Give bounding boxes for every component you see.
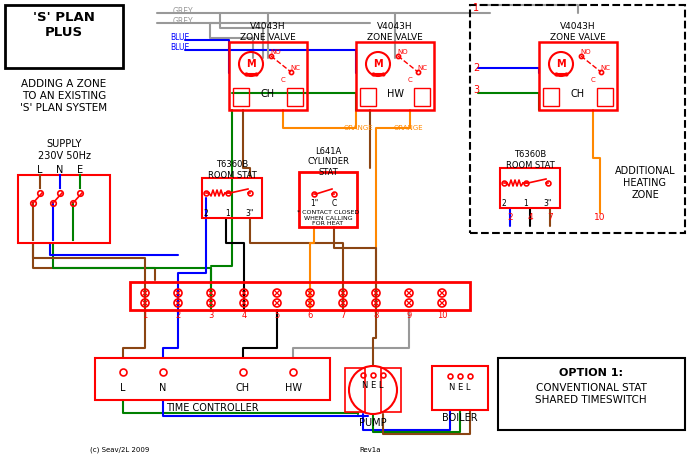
Text: (c) Seav/2L 2009: (c) Seav/2L 2009 [90,447,149,453]
Text: 5: 5 [275,312,279,321]
Bar [597,88,613,106]
Text: Rev1a: Rev1a [359,447,381,453]
Text: C: C [591,77,595,83]
Bar [287,88,303,106]
Text: C: C [281,77,286,83]
Bar [345,368,365,412]
Text: 2: 2 [502,199,506,209]
Text: CH: CH [236,383,250,393]
Text: NO: NO [270,49,282,55]
Text: L: L [120,383,126,393]
Bar [360,88,376,106]
Bar [470,5,685,233]
Text: 2: 2 [473,63,479,73]
Text: CH: CH [261,89,275,99]
Text: 1: 1 [226,210,230,219]
Text: N E L: N E L [449,383,471,393]
Text: 9: 9 [406,312,412,321]
Bar [95,358,330,400]
Text: GREY: GREY [172,7,193,16]
Bar [381,368,401,412]
Bar [130,282,470,310]
Bar [202,178,262,218]
Bar [539,42,617,110]
Text: V4043H
ZONE VALVE: V4043H ZONE VALVE [550,22,606,42]
Text: 4: 4 [527,213,533,222]
Text: 3": 3" [544,199,552,209]
Text: GREY: GREY [172,17,193,27]
Text: 6: 6 [307,312,313,321]
Text: M: M [246,59,256,69]
Bar [543,88,559,106]
Text: T6360B
ROOM STAT: T6360B ROOM STAT [506,150,554,170]
Text: 7: 7 [547,213,553,222]
Text: 3": 3" [246,210,254,219]
Text: 1: 1 [142,312,148,321]
Text: 1: 1 [473,3,479,13]
Text: 7: 7 [340,312,346,321]
Text: 2: 2 [175,312,181,321]
Text: HW: HW [284,383,302,393]
Text: 1: 1 [524,199,529,209]
Text: ORANGE: ORANGE [393,125,423,131]
Text: E: E [77,165,83,175]
Text: NO: NO [397,49,408,55]
Text: C: C [408,77,413,83]
Text: 10: 10 [594,213,606,222]
Text: TIME CONTROLLER: TIME CONTROLLER [166,403,258,413]
Text: CH: CH [571,89,585,99]
Bar [18,175,110,243]
Text: N: N [159,383,167,393]
Bar [432,366,488,410]
Text: OPTION 1:: OPTION 1: [559,368,623,378]
Text: NC: NC [600,65,610,71]
Text: M: M [373,59,383,69]
Text: ADDITIONAL
HEATING
ZONE: ADDITIONAL HEATING ZONE [615,167,676,199]
Text: HW: HW [386,89,404,99]
Bar [498,358,685,430]
Text: 10: 10 [437,312,447,321]
Text: PUMP: PUMP [359,418,387,428]
Text: M: M [556,59,566,69]
Text: 2: 2 [507,213,513,222]
Text: 2: 2 [204,210,208,219]
Bar [356,42,434,110]
Text: L: L [37,165,43,175]
Text: 'S' PLAN
PLUS: 'S' PLAN PLUS [33,11,95,39]
Text: CONVENTIONAL STAT
SHARED TIMESWITCH: CONVENTIONAL STAT SHARED TIMESWITCH [535,383,647,405]
Text: N E L: N E L [362,380,384,389]
Text: ADDING A ZONE
TO AN EXISTING
'S' PLAN SYSTEM: ADDING A ZONE TO AN EXISTING 'S' PLAN SY… [21,80,108,113]
Text: C: C [331,199,337,209]
Bar [5,5,123,68]
Text: NC: NC [417,65,427,71]
Text: 3: 3 [208,312,214,321]
Text: 4: 4 [241,312,246,321]
Text: SUPPLY
230V 50Hz: SUPPLY 230V 50Hz [37,139,90,161]
Bar [500,168,560,208]
Bar [233,88,249,106]
Text: BLUE: BLUE [170,44,190,52]
Text: 3: 3 [473,85,479,95]
Text: ORANGE: ORANGE [343,125,373,131]
Text: L641A
CYLINDER
STAT: L641A CYLINDER STAT [307,147,349,177]
Text: 1": 1" [310,199,318,209]
Text: 8: 8 [373,312,379,321]
Text: BLUE: BLUE [170,34,190,43]
Text: NC: NC [290,65,300,71]
Bar [414,88,430,106]
Text: BOILER: BOILER [442,413,477,423]
Text: V4043H
ZONE VALVE: V4043H ZONE VALVE [240,22,296,42]
Text: V4043H
ZONE VALVE: V4043H ZONE VALVE [367,22,423,42]
Text: T6360B
ROOM STAT: T6360B ROOM STAT [208,161,257,180]
Text: NO: NO [581,49,591,55]
Bar [299,172,357,227]
Text: * CONTACT CLOSED
WHEN CALLING
FOR HEAT: * CONTACT CLOSED WHEN CALLING FOR HEAT [297,210,359,227]
Bar [229,42,307,110]
Text: N: N [57,165,63,175]
